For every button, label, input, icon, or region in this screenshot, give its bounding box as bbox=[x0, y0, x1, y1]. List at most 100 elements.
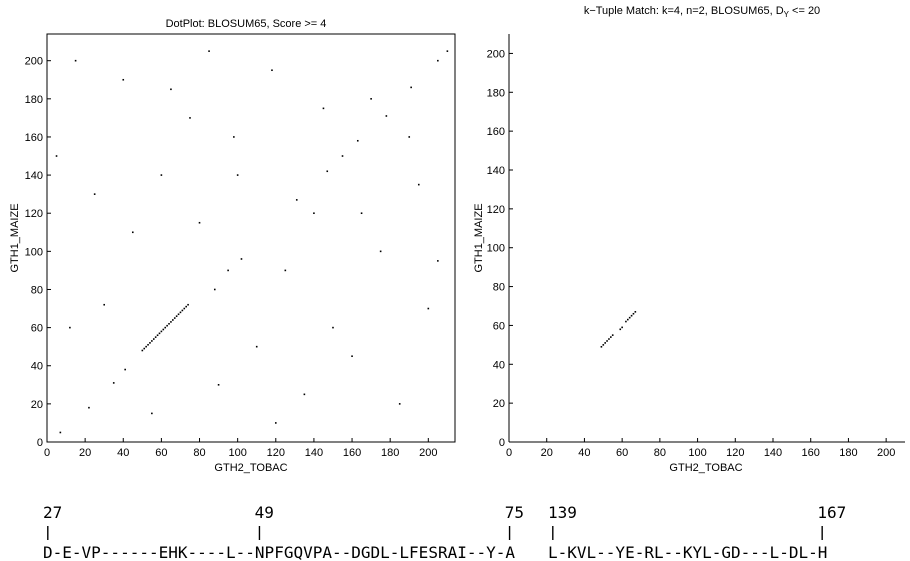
dotplot-point bbox=[112, 382, 115, 384]
dotplot-point bbox=[351, 355, 353, 358]
dotplot-point bbox=[255, 345, 258, 348]
dotplot-point bbox=[151, 340, 153, 342]
dotplot-x-tick-label: 200 bbox=[419, 447, 437, 459]
dotplot-frame bbox=[46, 33, 456, 443]
ktuple-x-tick-label: 40 bbox=[578, 447, 590, 459]
dotplot-point bbox=[88, 406, 90, 409]
dotplot-point bbox=[145, 345, 147, 348]
dotplot-title: DotPlot: BLOSUM65, Score >= 4 bbox=[166, 18, 327, 30]
ktuple-title-tail: <= 20 bbox=[789, 5, 820, 17]
ktuple-x-tick-label: 0 bbox=[506, 447, 512, 459]
dotplot-y-tick-label: 60 bbox=[31, 323, 43, 335]
dotplot-point bbox=[170, 88, 172, 91]
dotplot-point bbox=[227, 269, 229, 272]
dotplot-point bbox=[437, 260, 439, 262]
ktuple-point bbox=[611, 334, 614, 336]
dotplot-point bbox=[175, 315, 178, 317]
dotplot-point bbox=[149, 342, 151, 344]
dotplot-point bbox=[160, 174, 163, 176]
dotplot-point bbox=[274, 422, 277, 424]
dotplot-points bbox=[55, 50, 449, 434]
dotplot-point bbox=[217, 384, 220, 386]
ktuple-y-tick-label: 20 bbox=[493, 398, 505, 410]
alignment-left-position-label: 75 bbox=[505, 503, 524, 522]
ktuple-x-ticks: 0 20 40 60 80 100 120 140 160 180 200 bbox=[506, 438, 895, 459]
dotplot-point bbox=[187, 303, 189, 306]
dotplot-x-tick-label: 140 bbox=[305, 447, 323, 459]
dotplot-x-label: GTH2_TOBAC bbox=[214, 462, 287, 474]
dotplot-point bbox=[181, 309, 184, 312]
dotplot-point bbox=[284, 269, 287, 272]
dotplot-point bbox=[168, 322, 170, 325]
ktuple-title-main: k−Tuple Match: k=4, n=2, BLOSUM65, D bbox=[584, 5, 784, 17]
ktuple-y-tick-label: 40 bbox=[493, 359, 505, 371]
dotplot-point bbox=[295, 199, 298, 201]
ktuple-y-tick-label: 100 bbox=[487, 243, 505, 255]
dotplot-point bbox=[177, 313, 180, 316]
dotplot-point bbox=[326, 170, 329, 173]
dotplot-point bbox=[164, 326, 167, 329]
dotplot-point bbox=[59, 431, 62, 434]
ktuple-x-label: GTH2_TOBAC bbox=[669, 462, 742, 474]
ktuple-points bbox=[600, 311, 637, 348]
dotplot-point bbox=[183, 307, 186, 310]
dotplot-y-tick-label: 80 bbox=[31, 284, 43, 296]
ktuple-y-tick-label: 60 bbox=[493, 320, 505, 332]
dotplot-point bbox=[160, 330, 163, 333]
dotplot-point bbox=[69, 326, 71, 329]
ktuple-x-tick-label: 200 bbox=[877, 447, 895, 459]
ktuple-point bbox=[619, 328, 622, 331]
ktuple-x-tick-label: 160 bbox=[802, 447, 820, 459]
ktuple-y-ticks: 0 20 40 60 80 100 120 140 160 180 200 bbox=[487, 48, 513, 449]
dotplot-point bbox=[233, 136, 235, 138]
alignment-right-position-label: 167 bbox=[817, 503, 846, 522]
dotplot-x-tick-label: 0 bbox=[44, 447, 50, 459]
dotplot-point bbox=[147, 343, 149, 346]
dotplot-point bbox=[313, 212, 315, 215]
dotplot-point bbox=[151, 412, 153, 415]
ktuple-point bbox=[602, 344, 605, 346]
dotplot-point bbox=[170, 321, 172, 323]
dotplot-y-tick-label: 160 bbox=[25, 132, 43, 144]
dotplot-point bbox=[446, 50, 449, 52]
dotplot-point bbox=[141, 349, 144, 352]
dotplot-point bbox=[166, 324, 168, 327]
ktuple-x-tick-label: 80 bbox=[654, 447, 666, 459]
alignment-left-position-label: 27 bbox=[43, 503, 62, 522]
dotplot-x-tick-label: 80 bbox=[193, 447, 205, 459]
dotplot-x-tick-label: 60 bbox=[155, 447, 167, 459]
ktuple-point bbox=[606, 340, 608, 342]
dotplot-point bbox=[172, 319, 174, 321]
dotplot-point bbox=[158, 332, 161, 335]
dotplot-point bbox=[55, 155, 58, 157]
dotplot-point bbox=[356, 139, 359, 142]
dotplot-point bbox=[427, 307, 430, 310]
dotplot-y-ticks: 0 20 40 60 80 100 120 140 160 180 200 bbox=[25, 56, 51, 449]
dotplot-x-tick-label: 100 bbox=[228, 447, 246, 459]
ktuple-point bbox=[632, 312, 635, 315]
dotplot-point bbox=[156, 334, 159, 337]
ktuple-x-tick-label: 120 bbox=[726, 447, 744, 459]
dotplot-y-tick-label: 200 bbox=[25, 56, 43, 68]
ktuple-x-tick-label: 60 bbox=[616, 447, 628, 459]
ktuple-title: k−Tuple Match: k=4, n=2, BLOSUM65, DY <=… bbox=[584, 5, 820, 19]
dotplot-point bbox=[398, 403, 401, 405]
ktuple-point bbox=[627, 318, 629, 321]
alignment-block-left: 27 49 75 D-E-VP------EHK----L--NPFGQVPA--DG… bbox=[43, 503, 524, 561]
dotplot-y-tick-label: 0 bbox=[37, 437, 43, 449]
dotplot-point bbox=[179, 311, 182, 314]
dotplot-x-ticks: 0 20 40 60 80 100 120 140 160 180 200 bbox=[44, 438, 437, 459]
dotplot-point bbox=[385, 115, 388, 117]
dotplot-point bbox=[131, 231, 134, 234]
dotplot-point bbox=[240, 258, 243, 260]
ktuple-x-tick-label: 180 bbox=[839, 447, 857, 459]
dotplot-point bbox=[198, 221, 201, 224]
ktuple-point bbox=[625, 320, 627, 323]
dotplot-y-tick-label: 140 bbox=[25, 170, 43, 182]
ktuple-x-tick-label: 20 bbox=[541, 447, 553, 459]
dotplot-point bbox=[410, 86, 412, 89]
ktuple-point bbox=[621, 326, 623, 329]
dotplot-point bbox=[74, 59, 77, 62]
dotplot-point bbox=[213, 288, 216, 291]
